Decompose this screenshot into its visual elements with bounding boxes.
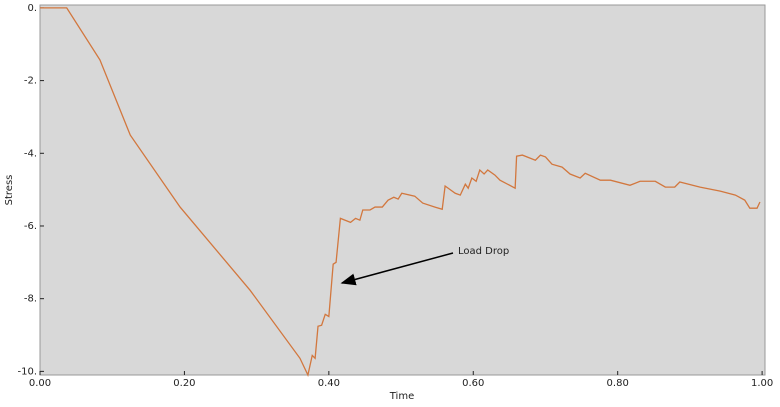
y-axis-label: Stress xyxy=(4,175,15,206)
x-tick-label: 1.00 xyxy=(751,378,773,389)
y-tick-label: -2. xyxy=(24,76,37,87)
x-tick-label: 0.40 xyxy=(318,378,340,389)
x-tick-label: 0.20 xyxy=(173,378,195,389)
x-axis-label: Time xyxy=(389,391,414,402)
y-tick-label: -6. xyxy=(24,221,37,232)
y-tick-label: 0. xyxy=(27,3,37,14)
y-tick-label: -4. xyxy=(24,148,37,159)
y-tick-label: -10. xyxy=(17,366,37,377)
x-tick-label: 0.60 xyxy=(462,378,484,389)
annotation-arrow xyxy=(340,252,454,286)
y-tick-label: -8. xyxy=(24,294,37,305)
plot-area xyxy=(39,4,766,376)
x-tick-label: 0.00 xyxy=(29,378,51,389)
annotation: Load Drop xyxy=(458,246,509,257)
data-line xyxy=(40,7,761,377)
x-tick-label: 0.80 xyxy=(607,378,629,389)
